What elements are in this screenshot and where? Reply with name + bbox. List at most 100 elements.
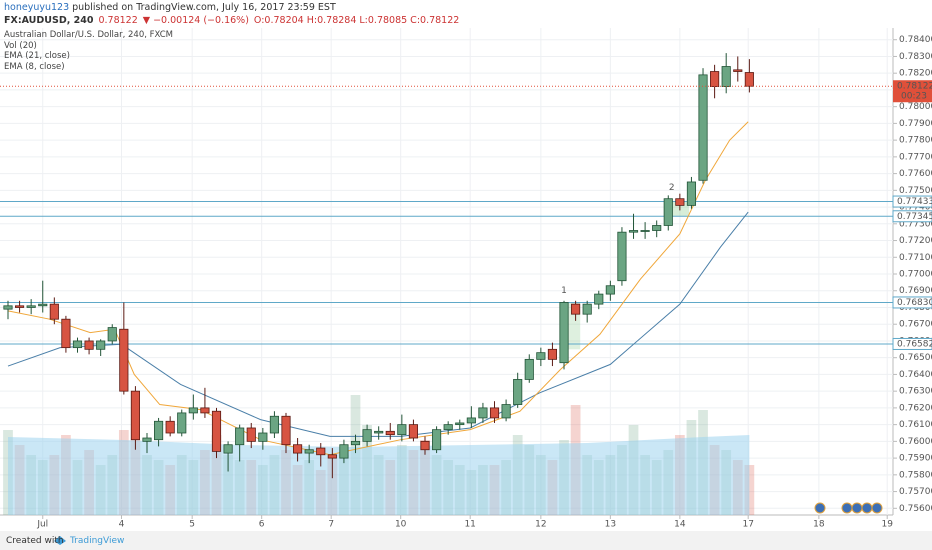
candle-body — [710, 71, 720, 87]
legend-entry: EMA (21, close) — [4, 51, 70, 61]
footer-brand: TradingView — [70, 536, 125, 546]
candle-body — [721, 66, 731, 87]
candle-body — [362, 429, 372, 442]
last-price-label: 0.78122 — [897, 82, 932, 92]
candle-body — [397, 424, 407, 436]
candle-body — [154, 420, 164, 441]
published: published on TradingView.com, July 16, 2… — [72, 2, 336, 13]
brand-logo — [54, 536, 66, 545]
symbol-line: FX:AUDUSD, 240 0.78122 ▼ −0.00124 (−0.16%)… — [4, 15, 464, 26]
candle-body — [339, 444, 349, 459]
candle-body — [432, 429, 442, 451]
candle-body — [258, 432, 268, 442]
candle-body — [443, 424, 453, 431]
y-tick-label: 0.78400 — [899, 35, 932, 45]
candle-body — [594, 293, 604, 305]
candle-body — [281, 415, 291, 446]
x-tick-label: 5 — [189, 520, 195, 530]
change: ▼ −0.00124 (−0.16%) — [142, 15, 249, 26]
event-icons — [814, 502, 883, 514]
footer-created: Created with — [6, 536, 64, 546]
level-label: 0.76582 — [897, 339, 932, 349]
level-label-box — [892, 296, 932, 309]
candle-body — [640, 230, 650, 232]
candle-body — [293, 444, 303, 454]
annotation: 1 — [561, 286, 567, 296]
candle-body — [142, 437, 152, 442]
candle-body — [96, 340, 106, 350]
candle-body — [524, 358, 534, 380]
candle-body — [211, 410, 222, 452]
level-label-box — [892, 210, 932, 223]
candle-body — [628, 230, 639, 233]
candle-body — [72, 340, 83, 349]
candle-body — [675, 198, 685, 206]
x-tick-label: 19 — [881, 520, 893, 530]
candle-body — [559, 302, 569, 364]
x-tick-label: 18 — [813, 520, 825, 530]
ohlc: O:0.78204 H:0.78284 L:0.78085 C:0.78122 — [253, 15, 460, 26]
candle-body — [582, 303, 592, 315]
candle-body — [188, 407, 198, 414]
footer-bar — [0, 531, 932, 550]
candle-body — [455, 422, 465, 426]
candle-body — [119, 328, 129, 392]
level-label: 0.76830 — [897, 298, 932, 308]
event-icon — [861, 502, 873, 514]
event-icon — [851, 502, 863, 514]
symbol: FX:AUDUSD, 240 — [4, 15, 94, 26]
price: 0.78122 — [98, 15, 138, 26]
candle-body — [501, 404, 511, 419]
candle-body — [652, 225, 662, 231]
candle-body — [61, 318, 71, 349]
candle-body — [617, 231, 627, 282]
event-icon — [841, 502, 853, 514]
author: honeyuyu123 — [4, 2, 70, 13]
candle-body — [84, 340, 94, 350]
last-price-box — [893, 80, 932, 103]
candle-body — [478, 407, 488, 419]
candle-body — [304, 449, 314, 454]
candle-body — [177, 412, 187, 434]
candle-body — [408, 424, 418, 439]
candle-body — [200, 407, 210, 414]
candle-body — [744, 72, 754, 87]
candle-body — [223, 444, 233, 454]
candle-body — [15, 305, 25, 308]
legend-entry: EMA (8, close) — [4, 61, 65, 72]
countdown-label: 00:23 — [901, 92, 927, 102]
event-icon — [871, 502, 883, 514]
candle-body — [316, 447, 326, 456]
candle-body — [130, 390, 140, 441]
x-tick-label: 14 — [674, 520, 686, 530]
candle-body — [38, 303, 48, 307]
candle-body — [246, 427, 256, 442]
candle-body — [571, 303, 581, 315]
candle-body — [733, 69, 743, 72]
publish-line: honeyuyu123 published on TradingView.com,… — [4, 2, 341, 13]
x-tick-label: 10 — [395, 520, 407, 530]
